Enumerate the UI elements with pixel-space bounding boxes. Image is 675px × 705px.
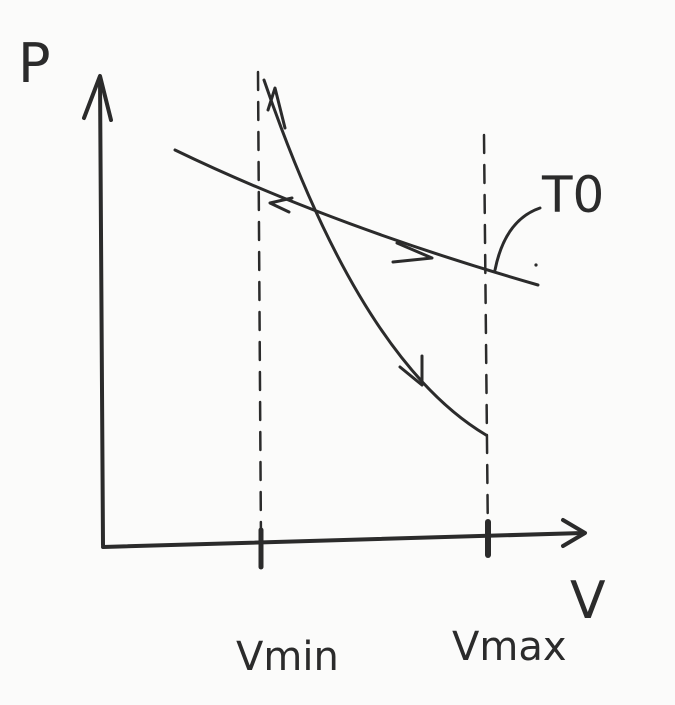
isotherm-arrow-left xyxy=(268,196,294,214)
t0-pointer-line xyxy=(493,206,542,272)
isotherm-curve xyxy=(173,148,540,287)
process-curve xyxy=(262,78,488,437)
vmax-label: Vmax xyxy=(452,624,567,670)
vmin-dashed-line xyxy=(256,70,263,547)
v-axis-label: V xyxy=(570,571,606,631)
p-axis xyxy=(82,74,113,547)
v-axis-line xyxy=(101,531,585,549)
vmax-dashed-line xyxy=(482,133,490,547)
v-axis-arrowhead xyxy=(561,518,587,548)
p-axis-label: P xyxy=(18,32,51,95)
isotherm-arrow-right xyxy=(391,241,434,264)
v-axis xyxy=(101,518,587,570)
process-line xyxy=(262,78,488,437)
p-axis-arrowhead xyxy=(82,74,113,122)
stray-ink-dot xyxy=(534,263,538,267)
process-arrow-down xyxy=(398,354,424,387)
vmin-label: Vmin xyxy=(236,634,339,680)
isotherm-line xyxy=(173,148,540,287)
p-axis-line xyxy=(98,76,105,547)
process-arrow-up xyxy=(266,86,287,130)
t0-label: T0 xyxy=(541,166,604,224)
